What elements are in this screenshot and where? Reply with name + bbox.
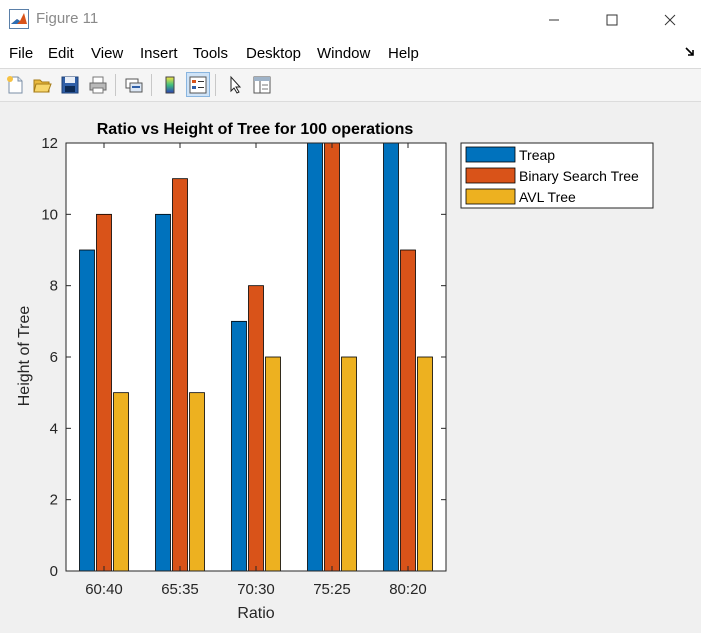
bar-series-group: [79, 142, 433, 572]
new-figure-button[interactable]: [3, 72, 27, 97]
bar-binary-search-tree-70-30[interactable]: [248, 285, 264, 572]
figure-canvas: Ratio vs Height of Tree for 100 operatio…: [0, 102, 701, 628]
insert-legend-button[interactable]: [186, 72, 210, 97]
menu-edit[interactable]: Edit: [48, 45, 74, 62]
print-icon: [89, 76, 107, 93]
x-tick-label: 70:30: [237, 581, 275, 598]
title-bar: Figure 11: [0, 0, 701, 39]
menu-view[interactable]: View: [91, 45, 124, 62]
y-tick-label: 0: [50, 563, 58, 580]
y-tick-label: 4: [50, 420, 58, 437]
y-tick-label: 12: [41, 135, 58, 152]
bar-treap-60-40[interactable]: [79, 249, 95, 572]
maximize-icon: [606, 14, 618, 25]
link-plot-button[interactable]: [122, 72, 146, 97]
x-tick-label: 80:20: [389, 581, 427, 598]
x-axis-label: Ratio: [237, 605, 274, 622]
bar-binary-search-tree-65-35[interactable]: [172, 178, 188, 572]
insert-legend-icon: [189, 76, 207, 93]
menu-desktop[interactable]: Desktop: [246, 45, 302, 62]
new-figure-icon: [7, 75, 23, 93]
y-tick-label: 10: [41, 206, 58, 223]
y-tick-label: 8: [50, 278, 58, 295]
chart-title: Ratio vs Height of Tree for 100 operatio…: [97, 121, 414, 138]
legend-swatch-treap: [465, 146, 516, 163]
y-tick-label: 2: [50, 492, 58, 509]
edit-plot-icon: [230, 75, 242, 94]
y-axis: 0 2 4 6 8 10 12: [41, 135, 446, 580]
minimize-button[interactable]: [531, 0, 577, 39]
insert-colorbar-icon: [165, 76, 175, 93]
insert-colorbar-button[interactable]: [158, 72, 182, 97]
toolbar-separator: [215, 74, 216, 96]
y-axis-label: Height of Tree: [16, 306, 33, 407]
print-button[interactable]: [86, 72, 110, 97]
toolbar-separator: [151, 74, 152, 96]
legend-label-avl-tree: AVL Tree: [519, 189, 576, 205]
save-button[interactable]: [58, 72, 82, 97]
close-icon: [664, 14, 676, 25]
bar-treap-70-30[interactable]: [231, 320, 247, 572]
legend-swatch-avl-tree: [465, 188, 516, 205]
menu-insert[interactable]: Insert: [140, 45, 178, 62]
bar-binary-search-tree-75-25[interactable]: [324, 142, 340, 572]
open-file-icon: [33, 79, 52, 92]
legend[interactable]: Treap Binary Search Tree AVL Tree: [460, 142, 654, 209]
maximize-button[interactable]: [589, 0, 635, 39]
y-tick-label: 6: [50, 349, 58, 366]
bar-binary-search-tree-60-40[interactable]: [96, 213, 112, 572]
bar-treap-80-20[interactable]: [383, 142, 399, 572]
link-plot-icon: [125, 78, 143, 92]
bar-avl-tree-60-40[interactable]: [113, 392, 129, 572]
minimize-icon: [549, 19, 559, 20]
menu-bar: File Edit View Insert Tools Desktop Wind…: [0, 39, 701, 69]
bar-avl-tree-65-35[interactable]: [189, 392, 205, 572]
menu-help[interactable]: Help: [388, 45, 419, 62]
legend-swatch-binary-search-tree: [465, 167, 516, 184]
x-tick-label: 75:25: [313, 581, 351, 598]
property-inspector-icon: [253, 76, 271, 93]
bar-treap-75-25[interactable]: [307, 142, 323, 572]
x-tick-label: 65:35: [161, 581, 199, 598]
save-icon: [61, 76, 79, 93]
close-button[interactable]: [647, 0, 693, 39]
bar-chart[interactable]: Ratio vs Height of Tree for 100 operatio…: [0, 102, 701, 628]
bar-avl-tree-70-30[interactable]: [265, 356, 281, 572]
x-tick-label: 60:40: [85, 581, 123, 598]
toolbar-separator: [115, 74, 116, 96]
matlab-icon: [9, 9, 29, 29]
menu-file[interactable]: File: [9, 45, 34, 62]
menu-window[interactable]: Window: [317, 45, 371, 62]
menu-tools[interactable]: Tools: [193, 45, 229, 62]
bar-avl-tree-75-25[interactable]: [341, 356, 357, 572]
property-inspector-button[interactable]: [250, 72, 274, 97]
x-axis: 60:40 65:35 70:30 75:25 80:20: [85, 143, 427, 598]
open-file-button[interactable]: [30, 72, 54, 97]
window-title: Figure 11: [36, 10, 99, 27]
legend-label-binary-search-tree: Binary Search Tree: [519, 168, 639, 184]
bar-binary-search-tree-80-20[interactable]: [400, 249, 416, 572]
bar-avl-tree-80-20[interactable]: [417, 356, 433, 572]
bar-treap-65-35[interactable]: [155, 213, 171, 572]
dock-figure-icon[interactable]: [684, 45, 696, 57]
edit-plot-button[interactable]: [223, 72, 247, 97]
figure-toolbar: [0, 69, 701, 102]
legend-label-treap: Treap: [519, 147, 555, 163]
